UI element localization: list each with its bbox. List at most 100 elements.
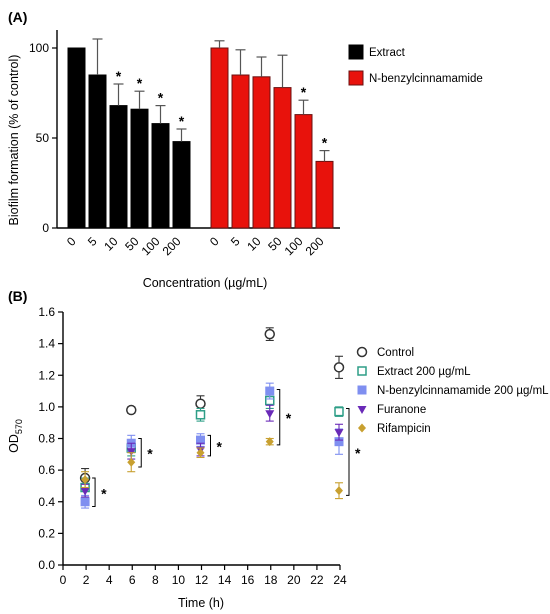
panel-a-legend-label: N-benzylcinnamamide — [369, 73, 483, 85]
panel-a-significance-mark: * — [179, 113, 185, 129]
panel-b-x-tick-label: 4 — [106, 573, 113, 587]
panel-b-x-tick-label: 0 — [60, 573, 67, 587]
panel-b-y-tick-label: 1.6 — [38, 305, 55, 319]
panel-a-x-tick-label: 10 — [244, 234, 264, 254]
panel-a-x-tick-label: 50 — [265, 234, 285, 254]
panel-b-legend-label: Furanone — [377, 404, 426, 416]
panel-a-x-tick-label: 5 — [228, 234, 243, 249]
panel-a-y-axis-label: Biofilm formation (% of control) — [7, 55, 21, 226]
panel-b-legend-marker — [357, 385, 367, 395]
panel-a-bar — [273, 87, 292, 229]
panel-b-significance-bracket — [207, 434, 211, 457]
panel-a-label: (A) — [8, 9, 27, 25]
panel-b-data-point — [334, 429, 344, 438]
panel-b-y-tick-label: 0.4 — [38, 495, 55, 509]
panel-b-plot: 0.00.20.40.60.81.01.21.41.60 2 4 6 8 10 12 14 16… — [38, 305, 549, 587]
panel-b-legend-marker — [356, 346, 368, 358]
panel-b-data-point — [81, 475, 90, 485]
panel-a-significance-mark: * — [322, 135, 328, 151]
panel-a-bar — [210, 47, 229, 229]
panel-a-bar — [67, 47, 86, 229]
panel-a-x-tick-label: 100 — [282, 234, 306, 258]
panel-a-x-tick-label: 200 — [160, 234, 184, 258]
panel-b-data-point — [80, 487, 90, 496]
panel-b-legend-marker — [357, 366, 367, 376]
panel-b-data-point — [335, 486, 343, 496]
panel-a-x-axis-label: Concentration (µg/mL) — [143, 276, 268, 290]
panel-b-data-point — [265, 386, 275, 396]
panel-b-data-point — [196, 448, 205, 458]
panel-b-y-tick-label: 0.2 — [38, 526, 55, 540]
panel-b-significance-mark: * — [147, 446, 153, 462]
panel-b-data-point — [265, 410, 275, 419]
panel-a-x-tick-label: 10 — [101, 234, 121, 254]
panel-b-data-point — [195, 398, 206, 409]
panel-b-legend-marker — [357, 406, 367, 414]
panel-b-legend-label: Rifampicin — [377, 423, 431, 435]
panel-b-x-tick-label: 16 — [241, 573, 255, 587]
panel-a-bar — [294, 114, 313, 229]
panel-b-significance-bracket — [92, 477, 96, 507]
panel-b-significance-mark: * — [217, 439, 223, 455]
panel-b-y-tick-label: 0.6 — [38, 463, 55, 477]
panel-a-legend-swatch — [348, 44, 364, 60]
panel-b-x-axis-label: Time (h) — [178, 596, 224, 610]
panel-a-bar — [172, 141, 191, 229]
panel-b-y-tick-label: 1.2 — [38, 368, 55, 382]
panel-a-bar — [231, 74, 250, 229]
panel-a-y-tick-label: 100 — [29, 41, 49, 55]
panel-b-x-tick-label: 14 — [218, 573, 232, 587]
panel-b-y-tick-label: 0.8 — [38, 432, 55, 446]
panel-a-significance-mark: * — [158, 90, 164, 106]
panel-b-y-tick-label: 1.4 — [38, 337, 55, 351]
panel-a-legend-swatch — [348, 70, 364, 86]
panel-a-significance-mark: * — [301, 84, 307, 100]
panel-a-y-tick-label: 50 — [36, 131, 50, 145]
panel-b-data-point — [126, 404, 137, 416]
panel-b-significance-mark: * — [355, 445, 361, 461]
panel-a-legend-label: Extract — [369, 47, 406, 59]
panel-a-bar — [315, 160, 334, 229]
panel-a-x-tick-label: 5 — [85, 234, 100, 249]
panel-a-x-tick-label: 50 — [122, 234, 142, 254]
panel-a-x-tick-label: 100 — [139, 234, 163, 258]
panel-b-data-point — [126, 448, 136, 457]
panel-b-x-tick-label: 18 — [264, 573, 278, 587]
panel-b-data-point — [127, 457, 136, 467]
panel-a-bar — [130, 108, 149, 229]
panel-b-y-axis-label: OD570 — [7, 419, 24, 453]
panel-b-significance-bracket — [346, 407, 350, 496]
panel-a-significance-mark: * — [116, 68, 122, 84]
panel-a-bar — [151, 123, 170, 229]
panel-a-y-tick-label: 0 — [42, 221, 49, 235]
panel-a-bar — [88, 74, 107, 229]
panel-b-x-tick-label: 6 — [129, 573, 136, 587]
panel-b-x-tick-label: 8 — [152, 573, 159, 587]
panel-b-legend-label: Extract 200 µg/mL — [377, 366, 471, 378]
panel-b-x-tick-label: 20 — [287, 573, 301, 587]
panel-b-data-point — [80, 497, 90, 507]
panel-a-x-tick-label: 200 — [303, 234, 327, 258]
panel-b-x-tick-label: 12 — [195, 573, 209, 587]
panel-a-bar — [109, 105, 128, 229]
panel-a-significance-mark: * — [137, 75, 143, 91]
panel-b-x-tick-label: 10 — [172, 573, 186, 587]
panel-a-x-tick-label: 0 — [207, 234, 222, 249]
panel-b-legend-label: N-benzylcinnamamide 200 µg/mL — [377, 385, 549, 397]
panel-b-ylabel-main: OD — [7, 434, 21, 453]
panel-b-significance-bracket — [276, 388, 281, 446]
panel-b-data-point — [195, 410, 206, 420]
panel-b-data-point — [265, 437, 274, 447]
panel-a-bar — [252, 76, 271, 229]
panel-b-data-point — [334, 406, 344, 417]
panel-b-data-point — [264, 328, 275, 340]
panel-b-legend-marker — [358, 423, 366, 433]
panel-b-label: (B) — [8, 288, 27, 304]
panel-b-legend-label: Control — [377, 347, 414, 359]
panel-b-y-axis-label-text: OD570 — [7, 419, 24, 453]
panel-b-x-tick-label: 24 — [333, 573, 347, 587]
panel-b-data-point — [333, 362, 345, 373]
panel-b-x-tick-label: 2 — [83, 573, 90, 587]
